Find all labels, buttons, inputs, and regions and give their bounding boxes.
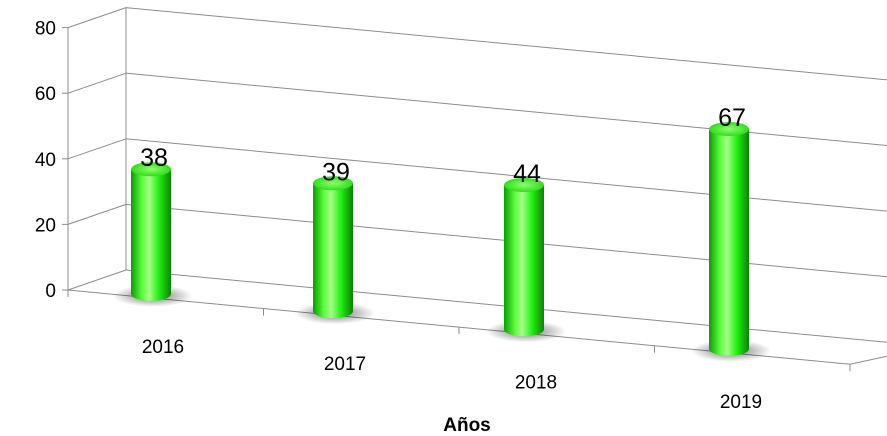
bar [709,129,749,356]
x-tick-label: 2016 [142,337,184,358]
gridline [125,72,887,146]
bar-top [504,178,544,192]
axis-layer [62,7,887,372]
gridline [125,138,887,212]
data-label: 39 [322,158,350,186]
data-label: 67 [718,104,746,132]
wall-line [67,138,127,160]
x-tick-label: 2018 [515,372,557,393]
data-label: 38 [140,144,168,172]
bar-layer [113,122,771,362]
wall-line [67,72,127,94]
bar [313,183,353,319]
data-label: 44 [513,160,541,188]
y-tick-label: 20 [35,215,56,236]
x-axis-title: Años [443,415,491,436]
y-tick-label: 80 [35,19,56,40]
wall-line [67,7,127,29]
y-tick-label: 40 [35,150,56,171]
bar [504,185,544,337]
wall-line [67,203,127,225]
bar-top [131,162,171,177]
label-layer: 0 20 40 60 80 38 2016 39 2017 44 2018 67 2019 [35,19,762,413]
bar-top [709,122,749,137]
wall-line [67,269,127,291]
y-tick-label: 60 [35,84,56,105]
floor-side-edge [849,355,887,365]
y-tick-label: 0 [45,281,56,302]
bar [131,169,171,301]
x-tick-label: 2017 [324,354,366,375]
bar-top [313,176,353,191]
x-tick-label: 2019 [720,392,762,413]
gridline [125,7,887,81]
